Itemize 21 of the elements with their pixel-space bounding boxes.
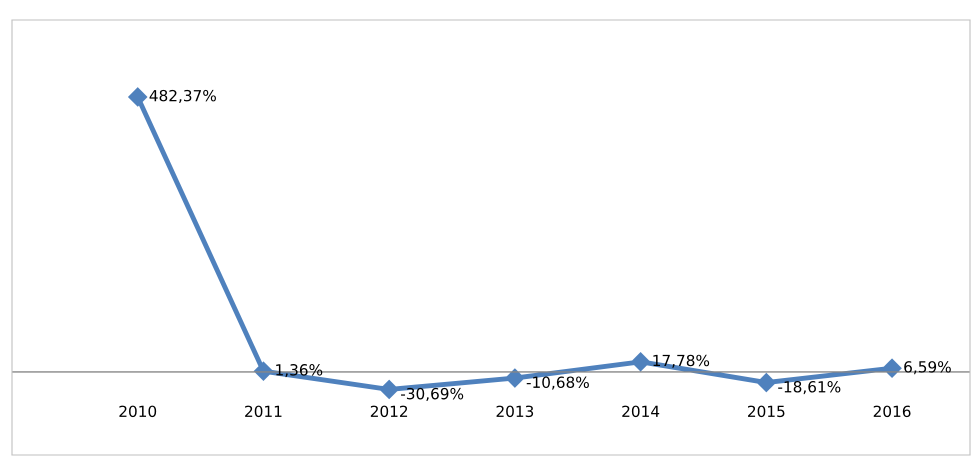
x-tick-label: 2011 — [245, 406, 282, 418]
point — [128, 87, 148, 107]
x-tick-label: 2010 — [119, 406, 156, 418]
data-label: -18,61% — [778, 381, 840, 394]
point — [882, 358, 902, 378]
x-tick-label: 2014 — [622, 406, 660, 418]
data-label: 6,59% — [904, 361, 951, 374]
data-label: 17,78% — [653, 354, 710, 368]
x-tick-label: 2015 — [748, 406, 784, 418]
point — [756, 373, 776, 392]
x-tick-label: 2016 — [874, 406, 911, 418]
data-label: 1,36% — [276, 364, 322, 378]
x-tick-label: 2013 — [496, 406, 534, 418]
point — [631, 352, 650, 372]
point — [380, 380, 399, 399]
data-label: 482,37% — [150, 90, 216, 103]
point — [505, 368, 524, 388]
point — [254, 362, 273, 381]
x-tick-label: 2012 — [370, 406, 408, 418]
data-label: -30,69% — [401, 388, 464, 401]
data-label: -10,68% — [526, 376, 589, 390]
